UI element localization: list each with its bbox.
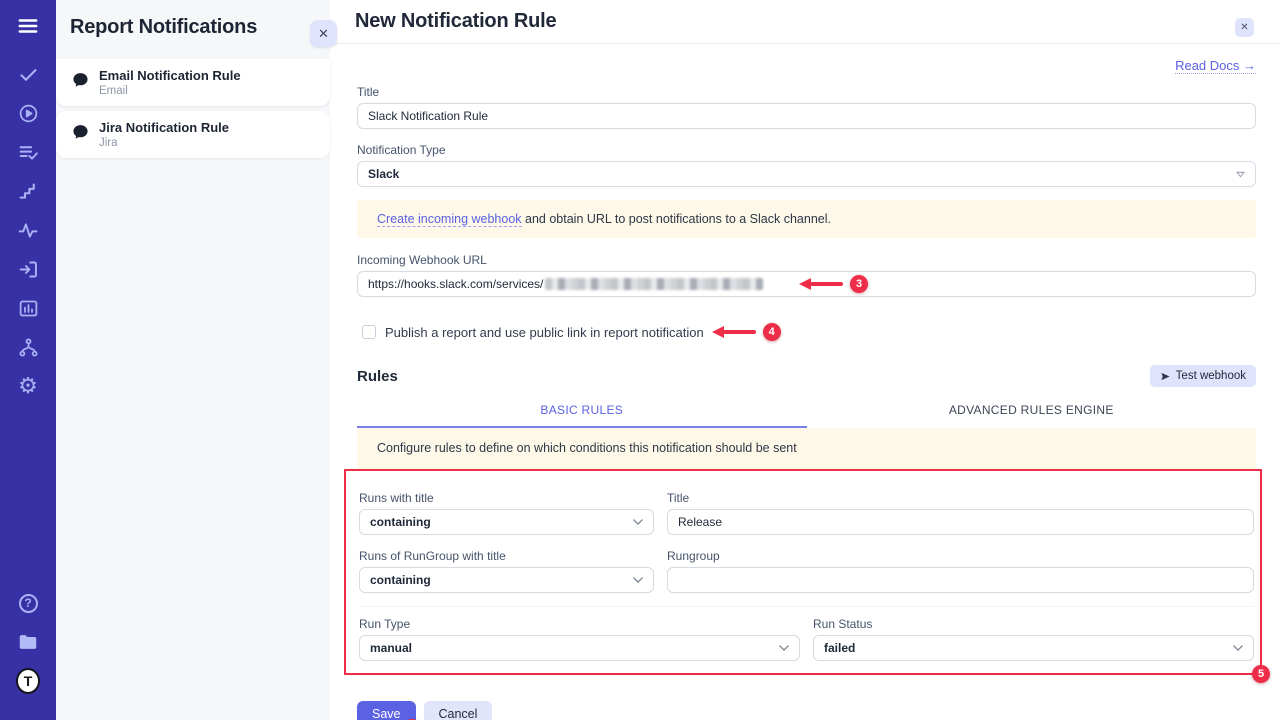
run-type-value: manual <box>370 641 413 655</box>
test-webhook-button[interactable]: Test webhook <box>1149 365 1256 387</box>
run-type-label: Run Type <box>359 617 411 631</box>
form-content: Read Docs → Title Slack Notification Rul… <box>330 44 1280 720</box>
title-filter-value: Release <box>678 515 723 529</box>
rule-type: Email <box>99 85 128 97</box>
arrow-shaft <box>722 330 756 334</box>
run-status-select[interactable]: failed <box>813 635 1254 661</box>
list-item-jira-rule[interactable]: Jira Notification Rule Jira <box>56 111 330 158</box>
rule-title: Jira Notification Rule <box>99 120 230 135</box>
tab-basic-rules[interactable]: BASIC RULES <box>357 396 807 428</box>
play-circle-icon[interactable] <box>16 101 40 125</box>
page-title: New Notification Rule <box>355 10 557 32</box>
help-glyph: ? <box>18 593 38 613</box>
run-status-label: Run Status <box>813 617 873 631</box>
rule-row-run-type-status: Run Type manual Run Status failed <box>359 617 1254 661</box>
publish-report-label: Publish a report and use public link in … <box>385 324 704 340</box>
chevron-down-icon <box>779 645 789 651</box>
notification-type-label: Notification Type <box>357 143 446 157</box>
rule-title: Email Notification Rule <box>99 68 241 83</box>
logo-glyph: T <box>16 668 40 694</box>
arrow-head <box>711 326 724 338</box>
notification-type-select[interactable]: Slack <box>357 161 1256 187</box>
incoming-webhook-url-label: Incoming Webhook URL <box>357 253 487 267</box>
title-value: Slack Notification Rule <box>368 109 489 123</box>
dropdown-arrow-icon <box>1236 171 1245 178</box>
runs-of-rungroup-select[interactable]: containing <box>359 567 654 593</box>
test-webhook-label: Test webhook <box>1175 370 1246 382</box>
title-filter-label: Title <box>667 491 690 505</box>
panel-close-button[interactable]: ✕ <box>310 20 337 47</box>
chevron-down-icon <box>633 577 643 583</box>
run-type-select[interactable]: manual <box>359 635 800 661</box>
title-input[interactable]: Slack Notification Rule <box>357 103 1256 129</box>
notification-rule-list: Email Notification Rule Email Jira Notif… <box>56 59 330 158</box>
speech-bubble-icon <box>72 123 89 149</box>
rules-tabs: BASIC RULES ADVANCED RULES ENGINE <box>357 396 1256 428</box>
redacted-url-segment <box>545 278 764 290</box>
report-notifications-panel: Report Notifications ✕ Email Notificatio… <box>56 0 337 720</box>
app-sidebar: ⚙ ? T <box>0 0 56 720</box>
run-status-value: failed <box>824 641 856 655</box>
send-icon <box>1161 372 1170 380</box>
rule-row-rungroup: Runs of RunGroup with title containing R… <box>359 549 1254 593</box>
rule-row-divider: Run Type manual Run Status failed <box>359 606 1254 661</box>
cancel-label: Cancel <box>438 707 478 720</box>
pulse-icon[interactable] <box>16 218 40 242</box>
list-check-icon[interactable] <box>16 140 40 164</box>
form-header: New Notification Rule ✕ <box>330 0 1280 44</box>
import-icon[interactable] <box>16 257 40 281</box>
webhook-url-value: https://hooks.slack.com/services/ <box>368 277 544 291</box>
panel-title: Report Notifications <box>70 16 258 38</box>
notification-type-value: Slack <box>368 167 400 181</box>
title-label: Title <box>357 85 380 99</box>
rules-info-box: Configure rules to define on which condi… <box>357 428 1256 469</box>
create-incoming-webhook-link[interactable]: Create incoming webhook <box>377 212 522 227</box>
rungroup-filter-input[interactable] <box>667 567 1254 593</box>
rule-type: Jira <box>99 137 118 149</box>
runs-with-title-value: containing <box>370 515 431 529</box>
check-icon[interactable] <box>16 62 40 86</box>
new-notification-rule-form: New Notification Rule ✕ Read Docs → Titl… <box>330 0 1280 720</box>
read-docs-link[interactable]: Read Docs → <box>1175 58 1256 74</box>
steps-icon[interactable] <box>16 179 40 203</box>
rules-heading: Rules <box>357 367 398 385</box>
cancel-button[interactable]: Cancel <box>423 701 493 720</box>
runs-of-rungroup-value: containing <box>370 573 431 587</box>
save-label: Save <box>372 707 401 720</box>
tab-advanced-rules-engine[interactable]: ADVANCED RULES ENGINE <box>948 403 1114 417</box>
rule-row-runs-title: Runs with title containing Title Release <box>359 491 1254 535</box>
annotation-badge-4: 4 <box>762 323 781 341</box>
title-filter-input[interactable]: Release <box>667 509 1254 535</box>
webhook-info-text: and obtain URL to post notifications to … <box>521 212 831 226</box>
menu-icon[interactable] <box>16 14 40 38</box>
bar-chart-icon[interactable] <box>16 296 40 320</box>
annotation-arrow-4: 4 <box>711 323 781 341</box>
rules-header: Rules Test webhook <box>357 365 1256 387</box>
webhook-info-box: Create incoming webhook and obtain URL t… <box>357 200 1256 238</box>
folder-icon[interactable] <box>16 630 40 654</box>
publish-report-row: Publish a report and use public link in … <box>357 323 1256 341</box>
annotation-badge-5: 5 <box>1252 665 1270 683</box>
chevron-down-icon <box>1233 645 1243 651</box>
chevron-down-icon <box>633 519 643 525</box>
form-actions: Save 6 Cancel <box>357 701 1256 720</box>
save-button[interactable]: Save 6 <box>357 701 421 720</box>
webhook-url-input[interactable]: https://hooks.slack.com/services/ <box>357 271 1256 297</box>
list-item-email-rule[interactable]: Email Notification Rule Email <box>56 59 330 106</box>
logo-t-icon[interactable]: T <box>16 668 40 694</box>
runs-of-rungroup-label: Runs of RunGroup with title <box>359 549 506 563</box>
rungroup-filter-label: Rungroup <box>667 549 720 563</box>
gear-icon[interactable]: ⚙ <box>16 374 40 398</box>
publish-report-checkbox[interactable] <box>362 325 376 339</box>
runs-with-title-label: Runs with title <box>359 491 434 505</box>
runs-with-title-select[interactable]: containing <box>359 509 654 535</box>
help-icon[interactable]: ? <box>16 591 40 615</box>
webhook-input-row: https://hooks.slack.com/services/ 3 <box>357 271 1256 297</box>
form-close-button[interactable]: ✕ <box>1235 18 1254 37</box>
gear-glyph: ⚙ <box>18 373 38 398</box>
branch-icon[interactable] <box>16 335 40 359</box>
annotation-box-5: Runs with title containing Title Release… <box>344 469 1270 683</box>
speech-bubble-icon <box>72 71 89 97</box>
read-docs-row: Read Docs → <box>357 57 1256 75</box>
